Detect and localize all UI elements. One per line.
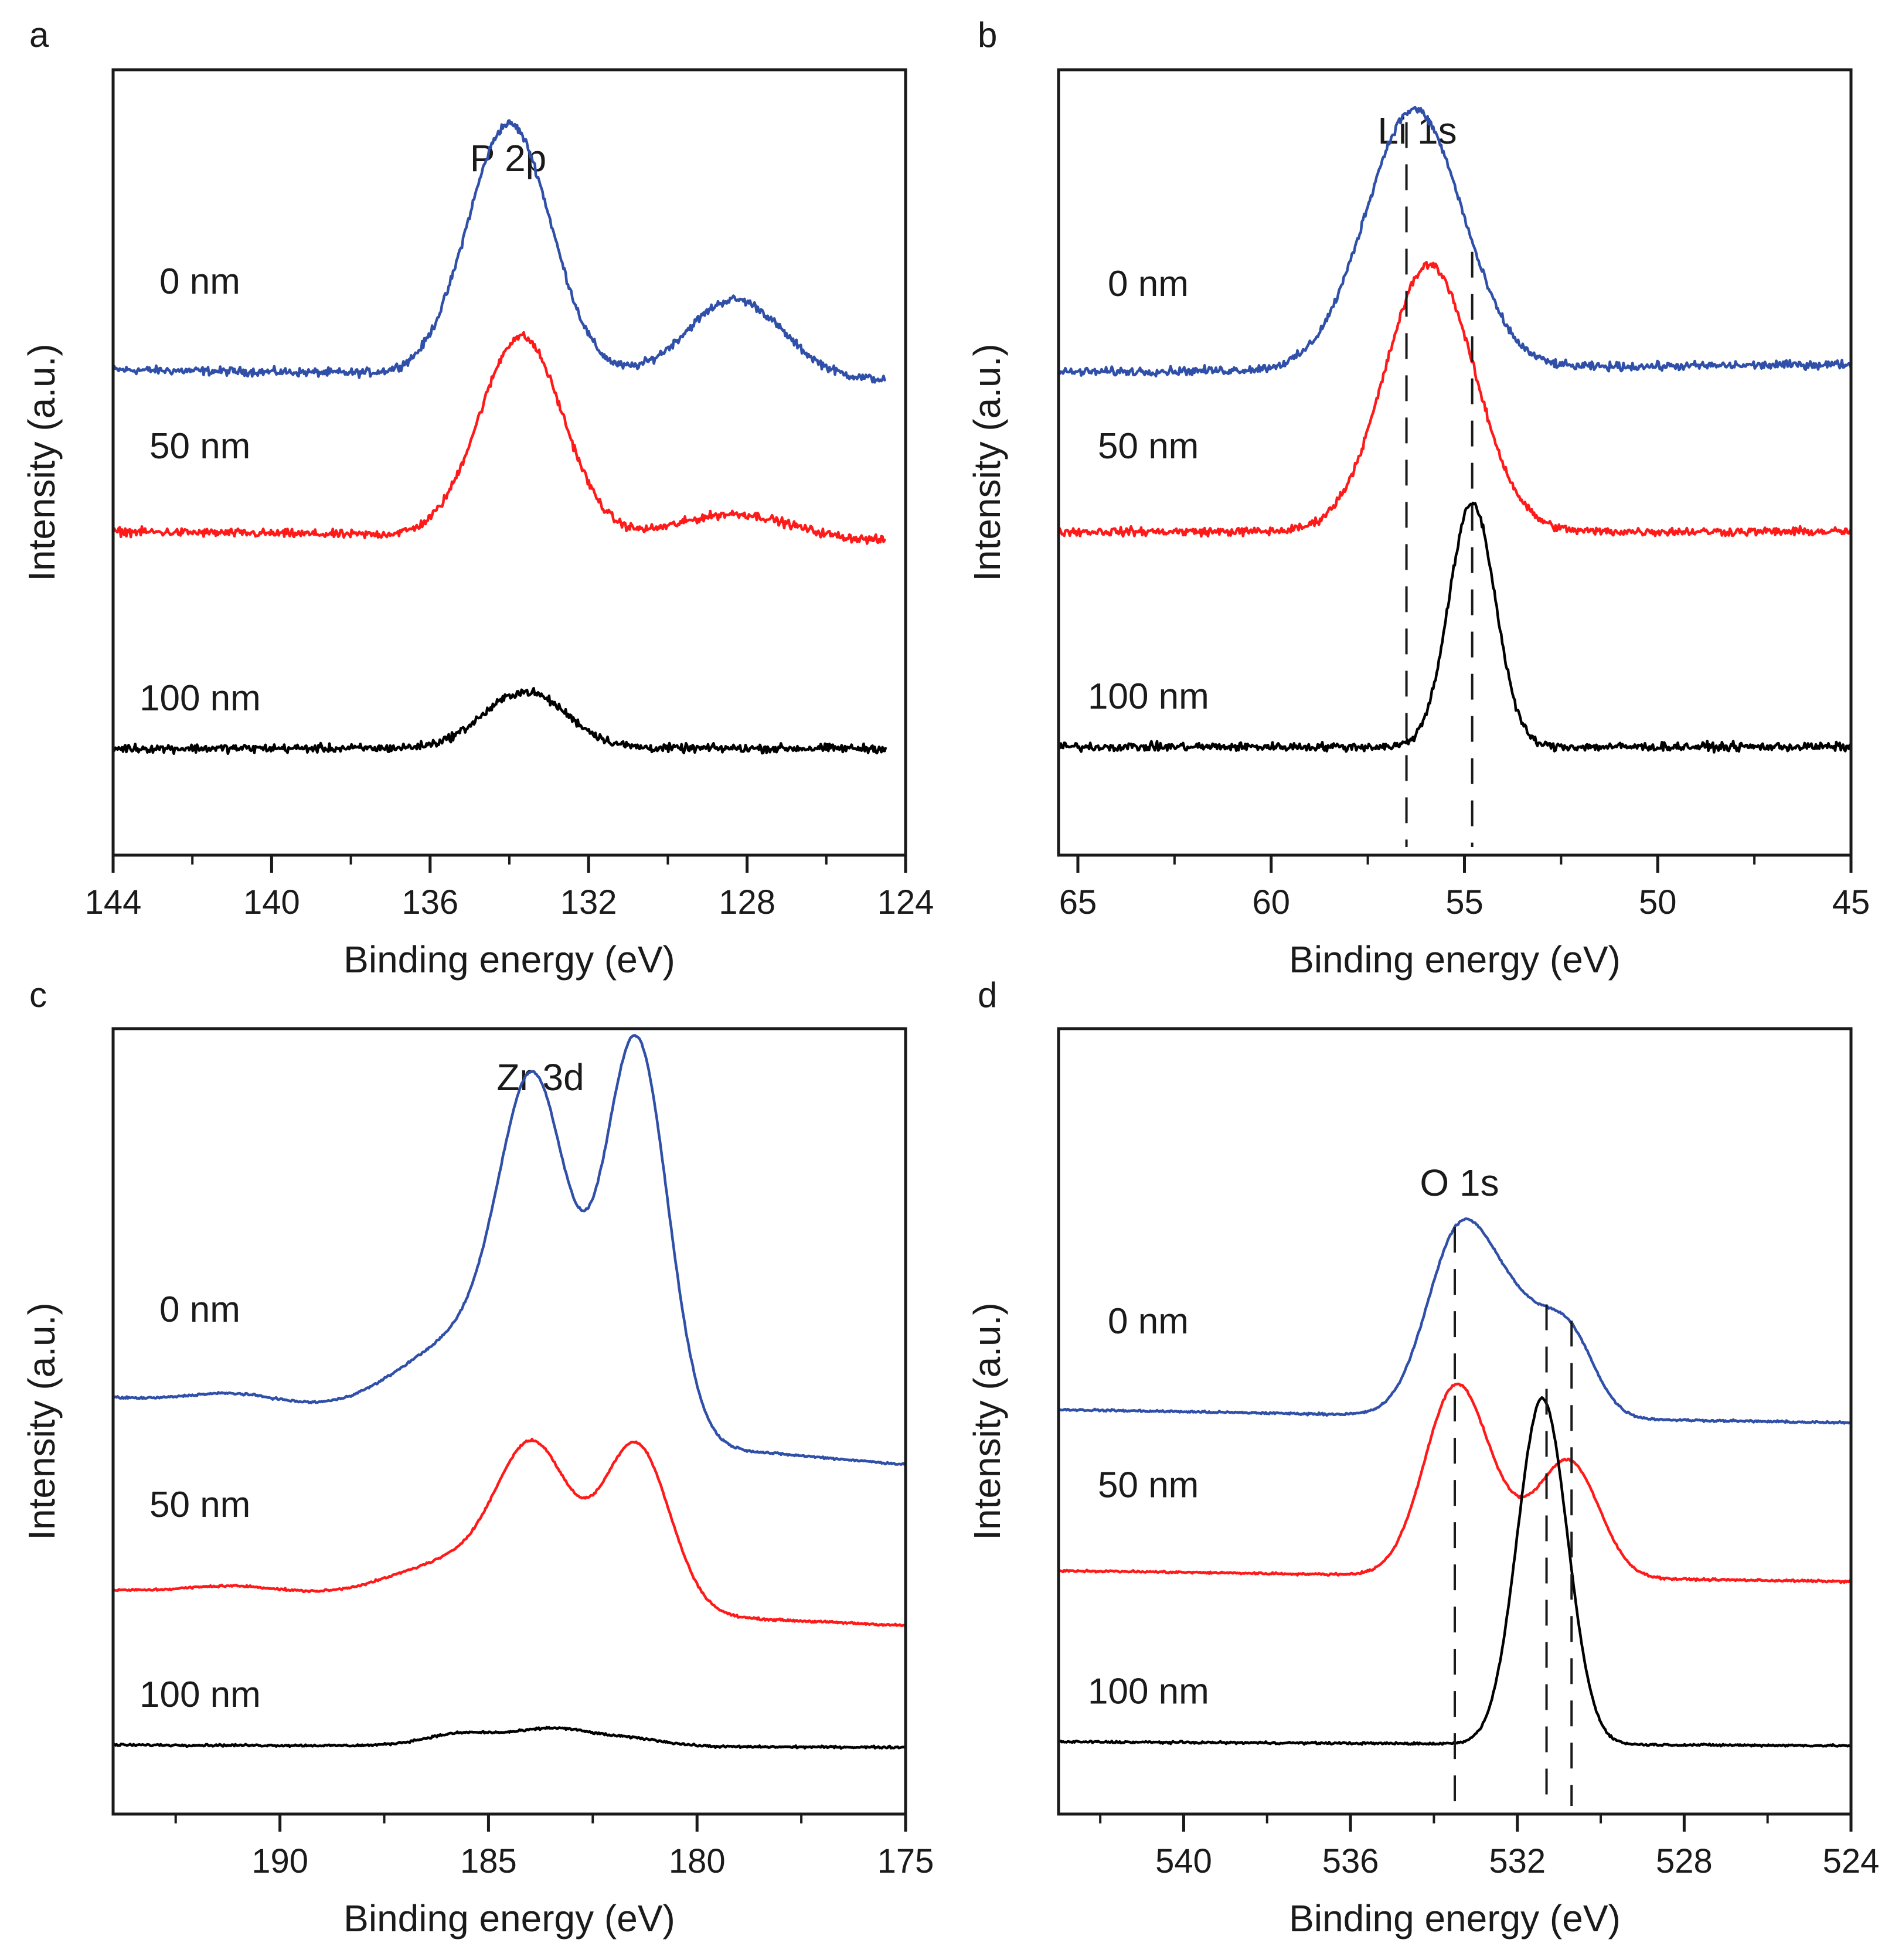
series-label: 50 nm [1098,426,1199,467]
series-line-0-nm [1057,106,1853,378]
chart-title: Li 1s [1377,110,1457,152]
series-label: 100 nm [139,1675,261,1715]
series-line-0-nm [111,119,886,384]
x-tick-label: 536 [1322,1842,1379,1880]
x-tick-label: 144 [85,883,142,921]
x-tick-label: 185 [460,1842,517,1880]
series-label: 100 nm [1088,1672,1209,1712]
series-line-0-nm [113,1034,907,1466]
series-line-50-nm [113,331,886,545]
y-axis-label: Intensity (a.u.) [966,1302,1008,1540]
panel-c: c Zr 3d Intensity (a.u.) Binding energy … [21,975,934,1939]
x-axis-label: Binding energy (eV) [343,1897,675,1939]
series-label: 50 nm [149,1485,250,1525]
y-axis-label: Intensity (a.u.) [21,343,63,581]
series-label: 0 nm [1108,1301,1189,1342]
x-tick-label: 55 [1445,883,1484,921]
series-line-50-nm [1057,261,1852,538]
plot-frame [1057,68,1853,857]
y-axis-label: Intensity (a.u.) [21,1302,63,1540]
panel-a: a P 2p Intensity (a.u.) Binding energy (… [21,15,934,981]
panel-d: d O 1s Intensity (a.u.) Binding energy (… [966,975,1879,1939]
series-line-100-nm [111,686,887,756]
x-tick-label: 175 [877,1842,934,1880]
series-label: 0 nm [1108,264,1189,304]
series-label: 50 nm [149,426,250,467]
x-tick-label: 60 [1252,883,1290,921]
series-line-100-nm [113,1726,907,1750]
x-tick-label: 528 [1656,1842,1713,1880]
x-tick-label: 132 [560,883,617,921]
panel-letter: b [978,15,997,55]
x-axis-label: Binding energy (eV) [343,938,675,981]
series-line-100-nm [1058,501,1852,754]
x-tick-label: 140 [243,883,300,921]
x-tick-label: 540 [1155,1842,1212,1880]
y-axis-label: Intensity (a.u.) [966,343,1008,581]
series-label: 100 nm [1088,676,1209,717]
chart-title: O 1s [1420,1162,1499,1204]
plot-frame [1057,1027,1853,1816]
series-label: 100 nm [139,678,261,719]
x-tick-label: 190 [251,1842,308,1880]
x-tick-label: 524 [1823,1842,1880,1880]
series-line-0-nm [1058,1217,1852,1425]
x-tick-label: 124 [877,883,934,921]
plot-frame [111,68,907,857]
x-tick-label: 45 [1832,883,1870,921]
series-label: 0 nm [159,1289,240,1330]
x-tick-label: 128 [719,883,775,921]
panel-letter: a [29,15,49,55]
series-line-50-nm [112,1437,907,1628]
series-label: 50 nm [1098,1465,1199,1506]
series-label: 0 nm [159,261,240,302]
panel-letter: c [29,975,47,1015]
x-axis-label: Binding energy (eV) [1289,1897,1621,1939]
x-tick-label: 65 [1059,883,1097,921]
x-tick-label: 50 [1639,883,1677,921]
x-tick-label: 136 [402,883,458,921]
x-tick-label: 532 [1489,1842,1546,1880]
x-tick-label: 180 [669,1842,726,1880]
plot-frame [111,1027,907,1816]
series-line-50-nm [1057,1382,1852,1584]
x-axis-label: Binding energy (eV) [1289,938,1621,981]
panel-letter: d [978,975,997,1015]
panel-b: b Li 1s Intensity (a.u.) Binding energy … [966,15,1870,981]
